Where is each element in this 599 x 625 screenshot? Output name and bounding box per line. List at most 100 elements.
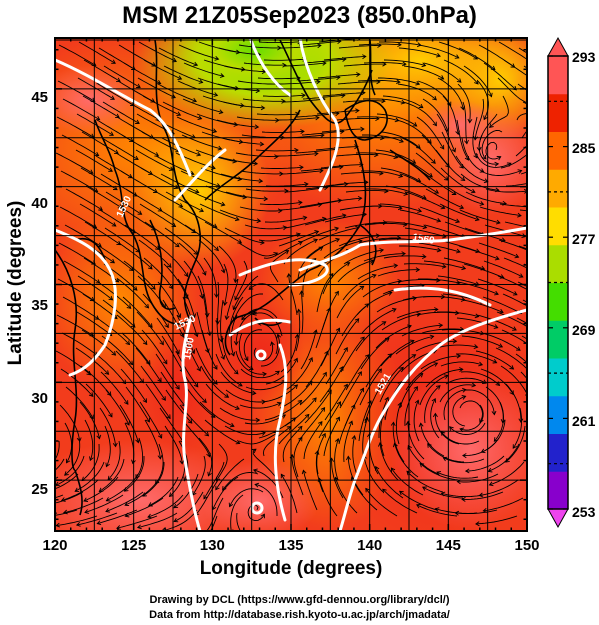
streamline-arrow xyxy=(442,456,448,462)
streamline xyxy=(260,166,304,169)
streamline xyxy=(276,153,318,157)
streamline-arrow xyxy=(380,135,385,141)
streamline-arrow xyxy=(173,503,179,509)
streamline-arrow xyxy=(360,126,365,132)
streamline xyxy=(185,188,225,206)
streamline xyxy=(55,473,79,490)
streamline-arrow xyxy=(417,208,423,213)
streamline-arrow xyxy=(213,380,218,385)
streamline xyxy=(57,80,95,102)
streamline-arrow xyxy=(284,188,289,194)
streamline-arrow xyxy=(318,246,324,252)
streamline xyxy=(445,377,487,385)
x-tick-label: 135 xyxy=(278,537,303,554)
streamline xyxy=(141,329,168,365)
streamline-arrow xyxy=(233,369,239,375)
streamline xyxy=(84,494,124,513)
streamline xyxy=(236,512,242,531)
streamline xyxy=(376,113,417,127)
streamline xyxy=(136,311,164,345)
streamline xyxy=(83,59,121,82)
streamline xyxy=(257,77,301,80)
streamline-arrow xyxy=(108,295,114,301)
streamline xyxy=(407,421,425,460)
streamline xyxy=(518,47,527,54)
colorbar-segment xyxy=(548,207,568,246)
streamline xyxy=(488,443,520,472)
streamline xyxy=(238,432,279,445)
x-tick-label: 120 xyxy=(42,537,67,554)
streamline xyxy=(83,476,119,502)
streamline-arrow xyxy=(253,161,259,166)
streamline-arrow xyxy=(416,144,421,149)
streamline-arrow xyxy=(132,286,138,291)
streamline-arrow xyxy=(176,111,182,117)
streamline xyxy=(500,365,527,395)
streamline xyxy=(258,41,302,44)
streamline xyxy=(478,242,519,258)
streamline xyxy=(417,80,452,106)
streamline xyxy=(302,258,317,298)
colorbar-segment xyxy=(548,93,568,132)
streamline-arrow xyxy=(346,455,351,461)
streamline xyxy=(317,73,360,79)
streamline-arrow xyxy=(434,189,440,194)
streamline-arrow xyxy=(196,366,201,372)
streamline-arrow xyxy=(440,204,446,210)
streamline xyxy=(203,461,225,500)
streamline xyxy=(479,206,522,217)
streamline-arrow xyxy=(105,508,110,513)
streamline xyxy=(228,296,244,336)
streamline-arrow xyxy=(381,321,387,326)
streamline xyxy=(343,63,386,67)
streamline-arrow xyxy=(324,350,329,356)
streamline-arrow xyxy=(397,205,403,211)
streamline-arrow xyxy=(203,494,208,500)
streamline xyxy=(315,450,324,493)
streamline-arrow xyxy=(377,383,383,389)
streamline-arrow xyxy=(191,228,197,234)
streamline-arrow xyxy=(418,372,424,378)
streamline-arrow xyxy=(348,420,354,426)
streamline xyxy=(300,166,343,172)
streamline-arrow xyxy=(75,521,81,527)
streamline-arrow xyxy=(390,421,396,427)
streamline xyxy=(279,203,322,211)
streamline-arrow xyxy=(479,418,484,424)
streamline-arrow xyxy=(431,159,436,164)
streamline xyxy=(236,116,279,121)
streamline xyxy=(501,329,527,345)
streamline-arrow xyxy=(261,431,266,436)
streamline xyxy=(81,443,100,481)
streamline-arrow xyxy=(494,161,500,167)
x-tick-label: 145 xyxy=(436,537,461,554)
streamline xyxy=(197,275,208,317)
streamline-arrow xyxy=(499,308,504,314)
streamline xyxy=(362,417,368,460)
streamline-arrow xyxy=(392,442,398,448)
streamline xyxy=(254,483,278,516)
streamline xyxy=(378,77,420,85)
colorbar-tick-label: 277 xyxy=(572,231,596,247)
streamline xyxy=(135,437,144,479)
streamline xyxy=(361,308,397,334)
streamline-arrow xyxy=(534,252,538,256)
streamline-arrow xyxy=(146,360,151,365)
streamline-arrow xyxy=(298,200,303,206)
streamline-arrow xyxy=(498,343,504,348)
streamline-arrow xyxy=(406,470,412,476)
streamline-arrow xyxy=(254,124,260,130)
streamline xyxy=(385,221,427,229)
streamline xyxy=(303,58,346,64)
streamline-arrow xyxy=(300,129,305,134)
streamline xyxy=(362,280,402,298)
streamline-arrow xyxy=(304,181,309,187)
streamline-arrow xyxy=(125,340,131,346)
colorbar-tick-label: 261 xyxy=(572,413,596,429)
streamline-arrow xyxy=(84,509,90,514)
streamline xyxy=(282,98,325,103)
streamline-arrow xyxy=(459,326,465,332)
streamline xyxy=(423,62,462,83)
streamline xyxy=(123,260,156,290)
streamline xyxy=(461,335,503,348)
